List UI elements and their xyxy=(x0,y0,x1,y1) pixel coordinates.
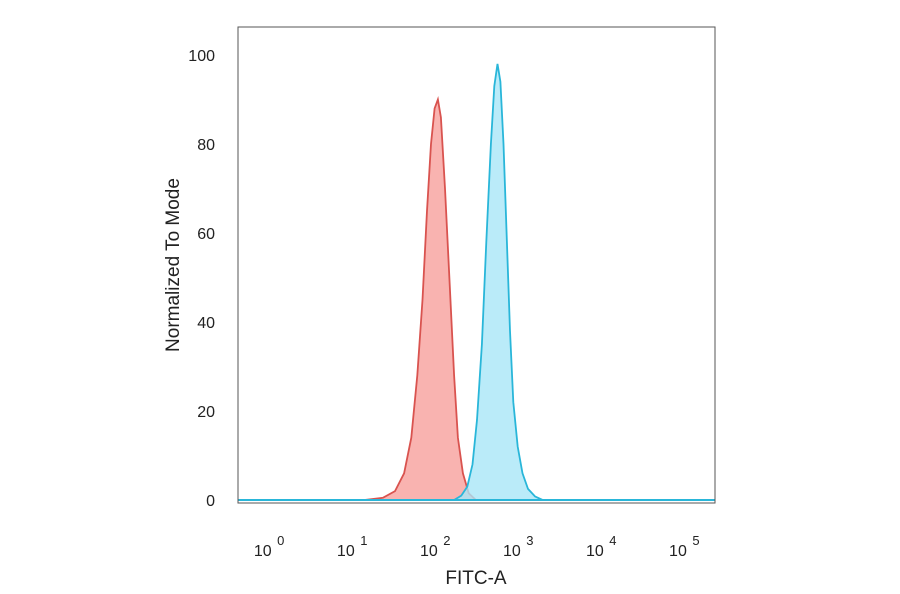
x-tick-exponent: 2 xyxy=(443,533,450,548)
x-tick-label: 10 xyxy=(503,543,521,560)
plot-frame xyxy=(237,26,716,504)
x-tick-exponent: 3 xyxy=(526,533,533,548)
x-tick-labels: 10 0 10 1 10 2 10 3 10 4 10 5 xyxy=(254,533,700,560)
series-2-line xyxy=(453,63,543,501)
y-axis-label: Normalized To Mode xyxy=(163,178,184,352)
y-tick-labels: 0 20 40 60 80 100 xyxy=(188,48,215,510)
series-2-area xyxy=(454,63,543,501)
y-tick-label: 60 xyxy=(197,226,215,243)
x-tick-exponent: 4 xyxy=(609,533,616,548)
x-tick-label: 10 xyxy=(337,543,355,560)
y-tick-label: 0 xyxy=(206,493,215,510)
x-tick-exponent: 0 xyxy=(277,533,284,548)
series-1-area xyxy=(364,99,476,500)
y-tick-label: 40 xyxy=(197,315,215,332)
x-tick-exponent: 1 xyxy=(360,533,367,548)
y-tick-label: 20 xyxy=(197,404,215,421)
x-tick-label: 10 xyxy=(669,543,687,560)
x-tick-label: 10 xyxy=(586,543,604,560)
y-tick-label: 80 xyxy=(197,137,215,154)
x-tick-label: 10 xyxy=(254,543,272,560)
y-tick-label: 100 xyxy=(188,48,215,65)
x-axis-label: FITC-A xyxy=(445,568,507,589)
x-tick-exponent: 5 xyxy=(692,533,699,548)
series-layer xyxy=(364,63,543,501)
series-1-line xyxy=(364,96,477,501)
x-tick-label: 10 xyxy=(420,543,438,560)
